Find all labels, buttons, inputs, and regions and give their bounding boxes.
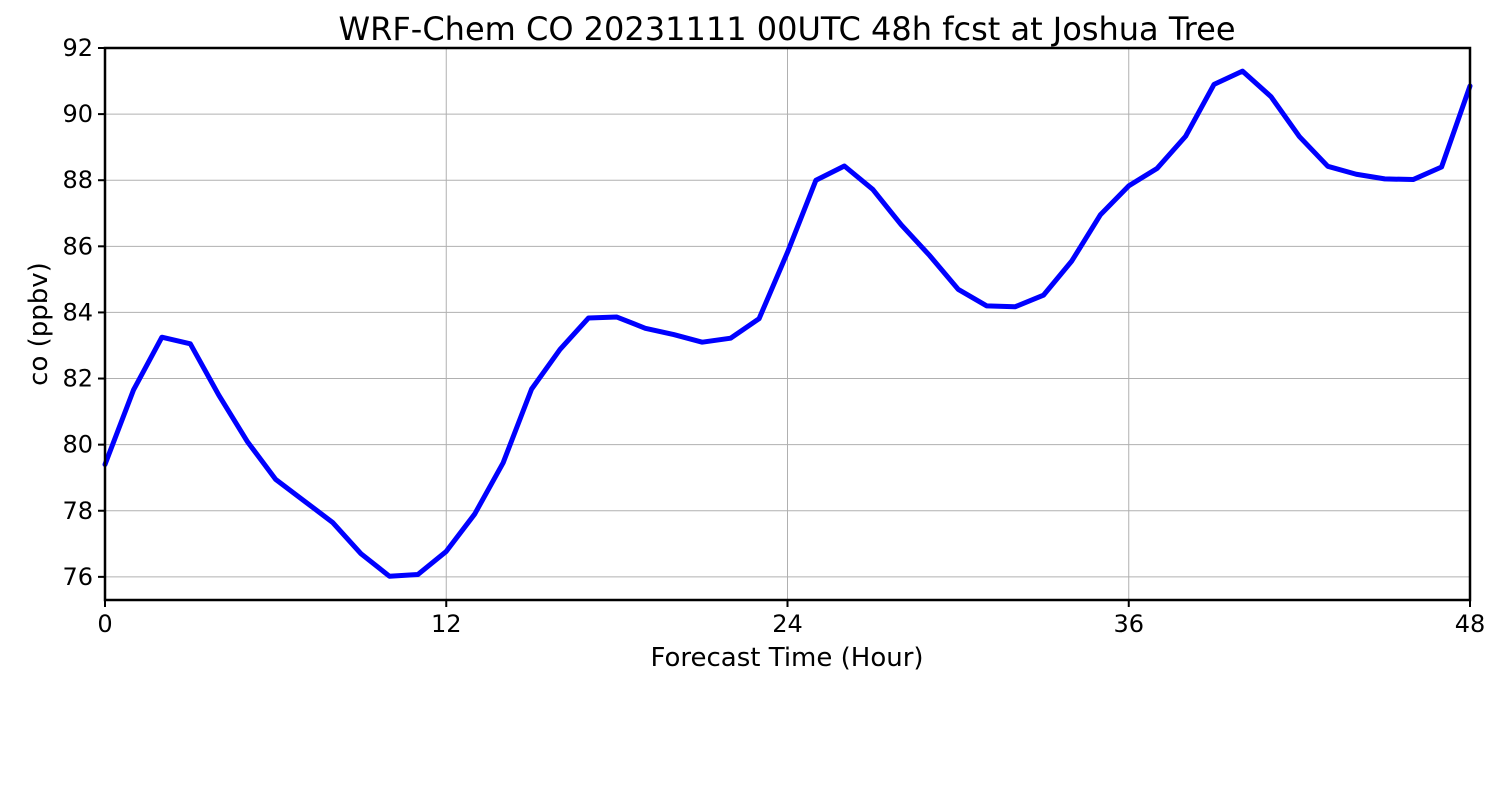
y-tick-label: 84 xyxy=(62,298,93,326)
x-tick-label: 48 xyxy=(1455,610,1486,638)
y-tick-label: 88 xyxy=(62,166,93,194)
grid-lines xyxy=(104,47,1471,600)
x-tick-label: 0 xyxy=(97,610,112,638)
x-tick-label: 12 xyxy=(431,610,462,638)
series-group xyxy=(102,68,1473,579)
y-tick-label: 92 xyxy=(62,34,93,62)
chart-title: WRF-Chem CO 20231111 00UTC 48h fcst at J… xyxy=(338,10,1235,48)
axis-ticks: 0 12 24 36 48 76 78 80 82 84 86 88 90 92 xyxy=(62,34,1485,638)
y-tick-label: 86 xyxy=(62,232,93,260)
y-axis-label: co (ppbv) xyxy=(24,262,54,386)
y-tick-label: 80 xyxy=(62,431,93,459)
y-tick-label: 78 xyxy=(62,497,93,525)
x-tick-label: 36 xyxy=(1113,610,1144,638)
y-tick-label: 76 xyxy=(62,563,93,591)
x-tick-label: 24 xyxy=(772,610,803,638)
y-tick-label: 82 xyxy=(62,365,93,393)
y-tick-label: 90 xyxy=(62,100,93,128)
x-axis-label: Forecast Time (Hour) xyxy=(650,643,923,673)
